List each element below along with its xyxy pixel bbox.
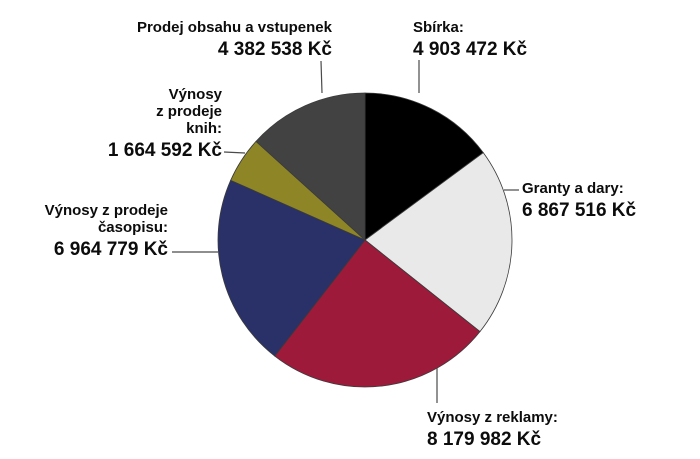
leader-line-knihy — [223, 151, 246, 154]
label-vynosy-z-prodeje-knih: Výnosy z prodeje knih: 1 664 592 Kč — [108, 86, 222, 162]
label-casopis-value: 6 964 779 Kč — [53, 239, 168, 260]
label-vynosy-z-prodeje-casopisu: Výnosy z prodeje časopisu: 6 964 779 Kč — [45, 202, 168, 261]
label-knihy-name-line3: knih: — [186, 120, 222, 137]
label-prodej-obsahu-a-vstupenek: Prodej obsahu a vstupenek 4 382 538 Kč — [137, 19, 332, 61]
label-casopis-name-line1: Výnosy z prodeje — [44, 202, 168, 219]
label-sbirka-value: 4 903 472 Kč — [413, 39, 528, 60]
label-vynosy-z-reklamy: Výnosy z reklamy: 8 179 982 Kč — [427, 409, 558, 451]
pie-slice-prodej-obsahu-a-vstupenek — [255, 92, 366, 241]
label-sbirka-name: Sbírka: — [413, 19, 464, 36]
label-granty-name: Granty a dary: — [522, 180, 624, 197]
label-knihy-name-line1: Výnosy — [168, 86, 222, 103]
label-reklamy-value: 8 179 982 Kč — [427, 429, 542, 450]
label-granty-value: 6 867 516 Kč — [522, 200, 637, 221]
pie-slice-vynosy-z-prodeje-casopisu — [217, 179, 366, 357]
pie-slice-sbirka — [364, 92, 484, 241]
label-casopis-name-line2: časopisu: — [97, 219, 168, 236]
leader-lines — [172, 60, 519, 403]
label-prodej-obsahu-name: Prodej obsahu a vstupenek — [136, 19, 332, 36]
label-prodej-obsahu-value: 4 382 538 Kč — [217, 39, 332, 60]
pie-slice-granty-a-dary — [364, 152, 513, 333]
pie-slice-vynosy-z-reklamy — [274, 239, 481, 388]
label-sbirka: Sbírka: 4 903 472 Kč — [413, 19, 527, 61]
label-granty-a-dary: Granty a dary: 6 867 516 Kč — [522, 180, 636, 222]
label-knihy-value: 1 664 592 Kč — [107, 140, 222, 161]
leader-line-prodej-obsahu — [320, 60, 323, 94]
label-knihy-name-line2: z prodeje — [156, 103, 222, 120]
label-reklamy-name: Výnosy z reklamy: — [427, 409, 558, 426]
pie-slices — [217, 92, 513, 388]
